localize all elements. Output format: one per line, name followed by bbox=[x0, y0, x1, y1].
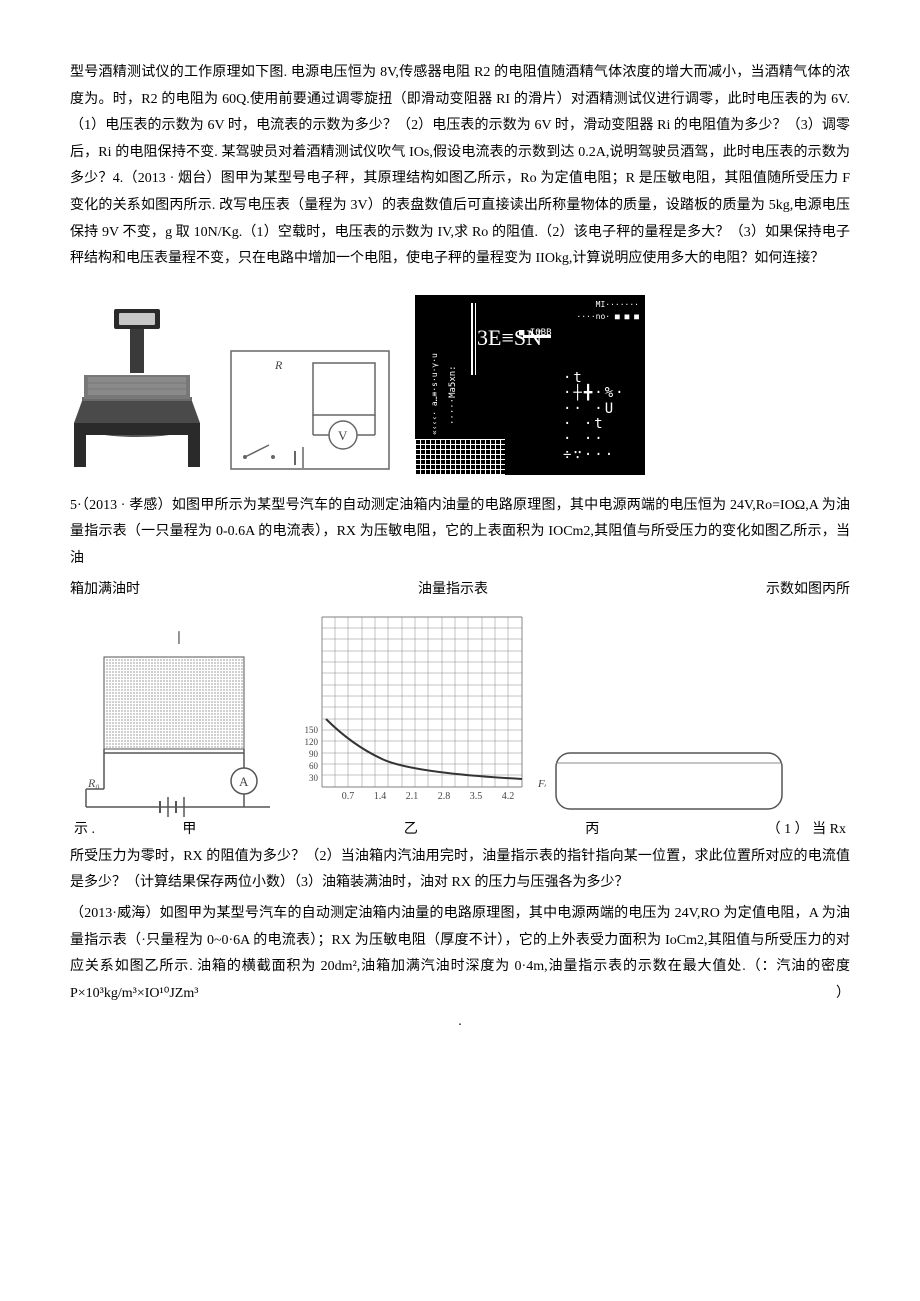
svg-text:R₀: R₀ bbox=[87, 776, 100, 790]
caption-jia: 甲 bbox=[182, 817, 196, 844]
svg-text:2.1: 2.1 bbox=[406, 791, 419, 802]
circuit-diagram-icon: R V bbox=[225, 345, 395, 475]
figure-scale bbox=[70, 305, 205, 475]
scale-icon bbox=[70, 305, 205, 475]
caption-yi: 乙 bbox=[404, 817, 418, 844]
split-b: 油量指示表 bbox=[418, 577, 488, 604]
paragraph-q5-body: 所受压力为零时，RX 的阻值为多少？（2）当油箱内汽油用完时，油量指示表的指针指… bbox=[70, 844, 850, 897]
dark-text-no: ····no· ■ ■ ■ bbox=[576, 309, 639, 324]
caption-bing: 丙 bbox=[585, 817, 599, 844]
svg-text:V: V bbox=[338, 428, 348, 443]
figure-dark-graphic: MI······· ····no· ■ ■ ■ ■ IOBB 3E≡SN ···… bbox=[415, 295, 645, 475]
paragraph-alcohol-tester: 型号酒精测试仪的工作原理如下图. 电源电压恒为 8V,传感器电阻 R2 的电阻值… bbox=[70, 60, 850, 273]
svg-text:150: 150 bbox=[305, 725, 319, 735]
figure-circuit-1: R V bbox=[225, 345, 395, 475]
graph-pressure-resistance: 150 120 90 60 30 0.7 1.4 2.1 2.8 3.5 4.2… bbox=[286, 609, 546, 819]
svg-text:0.7: 0.7 bbox=[342, 791, 355, 802]
dots-pattern: ·t·┼╋·%··· ·U· ·t· ··÷∵··· bbox=[563, 371, 641, 469]
svg-text:3.5: 3.5 bbox=[470, 791, 483, 802]
svg-text:120: 120 bbox=[305, 737, 319, 747]
paragraph-q6: （2013·威海）如图甲为某型号汽车的自动测定油箱内油量的电路原理图，其中电源两… bbox=[70, 901, 850, 1007]
svg-text:30: 30 bbox=[309, 773, 319, 783]
svg-text:60: 60 bbox=[309, 761, 319, 771]
caption-rx: （ 1 ） 当 Rx bbox=[767, 817, 846, 844]
svg-text:F/N: F/N bbox=[537, 778, 546, 790]
q6-text: （2013·威海）如图甲为某型号汽车的自动测定油箱内油量的电路原理图，其中电源两… bbox=[70, 906, 850, 1001]
caption-left: 示 . bbox=[74, 817, 95, 844]
dark-text-maxn: ·····Ma5xn: bbox=[445, 365, 462, 425]
dark-text-side: «‹‹‹· a…≡·s·u·γ·u bbox=[427, 353, 442, 435]
svg-text:A: A bbox=[239, 774, 249, 789]
figure-row-2: 丨 R₀ A bbox=[70, 609, 850, 819]
split-c: 示数如图丙所 bbox=[766, 577, 850, 604]
footer-dot: · bbox=[70, 1013, 850, 1040]
svg-text:2.8: 2.8 bbox=[438, 791, 451, 802]
circuit-2-icon: 丨 R₀ A bbox=[70, 629, 280, 819]
svg-text:90: 90 bbox=[309, 749, 319, 759]
svg-text:1.4: 1.4 bbox=[374, 791, 387, 802]
svg-text:4.2: 4.2 bbox=[502, 791, 515, 802]
split-line-q5: 箱加满油时 油量指示表 示数如图丙所 bbox=[70, 577, 850, 604]
svg-text:丨: 丨 bbox=[172, 632, 186, 647]
split-a: 箱加满油时 bbox=[70, 577, 140, 604]
svg-text:R: R bbox=[274, 358, 283, 372]
figure-caption-row: 示 . 甲 乙 丙 （ 1 ） 当 Rx bbox=[70, 817, 850, 844]
meter-icon bbox=[552, 739, 788, 819]
closing-bracket: ） bbox=[836, 981, 850, 1008]
figure-row-1: R V MI······· ····no· ■ ■ ■ ■ IOBB 3E≡SN… bbox=[70, 295, 850, 475]
paragraph-q5-intro: 5·（2013 · 孝感）如图甲所示为某型号汽车的自动测定油箱内油量的电路原理图… bbox=[70, 493, 850, 573]
hatch-pattern bbox=[415, 439, 505, 475]
